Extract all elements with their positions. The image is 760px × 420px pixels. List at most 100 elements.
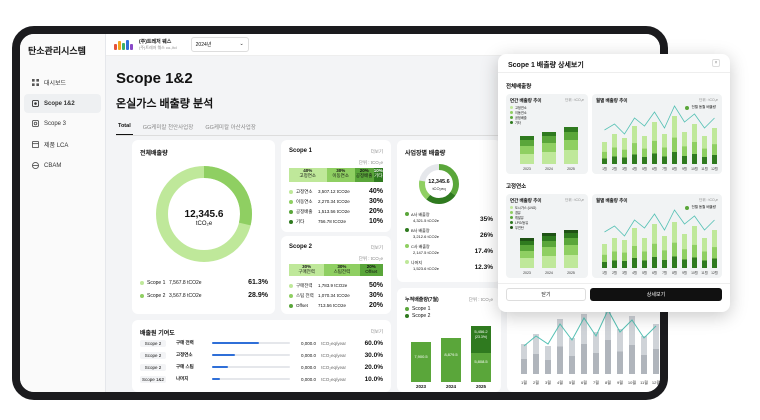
- sidebar-item-lca[interactable]: 제품 LCA: [24, 134, 101, 155]
- sidebar-item-scope12[interactable]: Scope 1&2: [24, 94, 101, 113]
- cum-s1-label: 7,900.5: [414, 354, 428, 360]
- cum-s2-label: 5,456.2: [474, 328, 488, 334]
- monthly-label: 6월: [652, 166, 657, 171]
- scope2-card: Scope 2 더보기 단위 : tCO₂e 30% 구매전력 30% 스팀전력 2…: [281, 236, 391, 314]
- item-value: 713.56 tCO2e: [318, 303, 347, 308]
- sidebar-item-dashboard[interactable]: 대시보드: [24, 72, 101, 93]
- site-dot: [405, 244, 409, 248]
- annual-bar-seg: [564, 238, 578, 245]
- bg-bar-lower: [617, 351, 623, 374]
- site-value: 2,147.5 tCO2e: [413, 250, 440, 255]
- detail-button[interactable]: 상세보기: [590, 288, 722, 301]
- close-button[interactable]: 닫기: [506, 288, 586, 301]
- legend-dot: [510, 206, 513, 209]
- globe-icon: [32, 162, 39, 169]
- unit-label: 단위 : tCO₂e: [468, 297, 493, 302]
- box-icon: [32, 141, 39, 148]
- page-title: Scope 1&2: [116, 70, 193, 87]
- more-link[interactable]: 더보기: [370, 329, 383, 334]
- item-dot: [289, 303, 293, 308]
- source-value: 0,000.0: [300, 376, 316, 382]
- monthly-bar-mid: [662, 250, 667, 268]
- bg-bar-lower: [557, 346, 563, 374]
- more-link[interactable]: 더보기: [370, 245, 383, 250]
- legend-dot: [510, 216, 513, 219]
- bg-month-label: 5월: [569, 379, 575, 385]
- bg-bar-lower: [521, 359, 527, 374]
- site-item: A사 배출량 4,321.5 tCO2e 35%: [405, 212, 493, 223]
- monthly-bar-low: [712, 155, 717, 164]
- total-donut-chart: [156, 166, 252, 262]
- source-row: Scope 2 구매 스팀 0,000.0 tCO₂eq/year 20.0%: [140, 362, 383, 372]
- bg-bar-lower: [653, 349, 659, 374]
- item-dot: [289, 209, 293, 214]
- legend-dot: [510, 106, 513, 109]
- bg-monthly-card: 1월 2월 3월 4월 5월 6월 7월 8월 9월 10월 11월 12월: [507, 296, 660, 392]
- item-pct: 20%: [368, 208, 383, 215]
- panel-unit: 단위 : tCO₂e: [699, 98, 718, 102]
- scope1-dot: [140, 280, 144, 285]
- monthly-label: 9월: [682, 166, 687, 171]
- scope2-dot: [140, 293, 144, 298]
- monthly-bar-low: [642, 260, 647, 268]
- monthly-bar-mid: [672, 242, 677, 268]
- year-select[interactable]: 2024년 ⌄: [190, 37, 249, 52]
- annual-bar-seg: [520, 136, 534, 140]
- annual-bar-seg: [542, 247, 556, 256]
- annual-bar-seg: [520, 154, 534, 164]
- annual-bar-seg: [564, 230, 578, 233]
- bg-month-label: 4월: [557, 379, 563, 385]
- monthly-line: [604, 209, 715, 237]
- cumulative-card: 누적배출량(7월) 단위 : tCO₂e Scope 1 Scope 2 7,9…: [397, 288, 501, 392]
- legend-item: 도시가스 (LNG): [510, 205, 536, 210]
- tab-cheonan[interactable]: GG케미칼 천안사업장: [142, 125, 194, 131]
- cum-s2-extra: (23.3%): [474, 334, 488, 339]
- source-bar-track: [212, 377, 290, 381]
- source-value: 0,000.0: [300, 340, 316, 346]
- panel-title: 월별 배출량 추이: [596, 98, 628, 103]
- panel-legend: 전월 동월 배출량: [684, 105, 716, 110]
- item-pct: 50%: [368, 282, 383, 289]
- scope1-stack-bar: 40% 고정연소 30% 이동연소 20% 공정배출 10% 기타: [289, 168, 383, 182]
- source-scope: Scope 2: [140, 351, 166, 359]
- monthly-label: 8월: [672, 166, 677, 171]
- monthly-panel-1: 월별 배출량 추이 단위 : tCO₂e 전월 동월 배출량 1월 2월 3월 4월 5…: [592, 94, 722, 174]
- monthly-bar-mid: [712, 144, 717, 164]
- monthly-label: 5월: [642, 166, 647, 171]
- tab-total[interactable]: Total: [116, 119, 133, 135]
- item-value: 1,783.9 tCO2e: [318, 283, 348, 288]
- site-value: 4,321.5 tCO2e: [413, 218, 440, 223]
- monthly-label: 1월: [602, 270, 607, 275]
- monthly-bar-mid: [622, 252, 627, 268]
- total-center-unit: tCO₂e: [195, 221, 213, 227]
- annual-bar-seg: [542, 132, 556, 136]
- topbar: (주)트레저 웨스 (주)트레저 웨스 co.,ltd 2024년 ⌄: [106, 34, 660, 56]
- cum-year: 2024: [445, 384, 456, 389]
- legend-s1: Scope 1: [405, 306, 430, 312]
- monthly-label: 4월: [632, 270, 637, 275]
- company-logo: [114, 39, 133, 50]
- panel-unit: 단위 : tCO₂e: [565, 98, 584, 102]
- close-icon[interactable]: ×: [712, 59, 720, 67]
- scope1-card: Scope 1 더보기 단위 : tCO₂e 40% 고정연소 30% 이동연소 2…: [281, 140, 391, 232]
- monthly-bar-low: [662, 260, 667, 268]
- tab-asan[interactable]: GG케미칼 아산사업장: [205, 125, 256, 131]
- cum-bar-s1: [411, 342, 431, 382]
- bg-bar-lower: [593, 353, 599, 374]
- bg-bar-lower: [641, 355, 647, 374]
- bar-seg: 20% Offset: [359, 264, 383, 276]
- monthly-label: 2월: [612, 270, 617, 275]
- annual-bar-seg: [542, 241, 556, 247]
- scope2-label: Scope 2: [147, 292, 166, 299]
- total-emissions-card: 전체배출량 12,345.6 tCO₂e Scope 1 7,567.8 tCO…: [132, 140, 275, 314]
- annual-bar-seg: [542, 256, 556, 268]
- sidebar-item-scope3[interactable]: Scope 3: [24, 114, 101, 133]
- item-label: 고정연소: [296, 188, 313, 194]
- list-item: 구매전력 1,783.9 tCO2e 50%: [289, 282, 383, 289]
- bg-bar-lower: [533, 354, 539, 374]
- more-link[interactable]: 더보기: [370, 149, 383, 154]
- sidebar-item-cbam[interactable]: CBAM: [24, 156, 101, 175]
- item-pct: 30%: [368, 198, 383, 205]
- monthly-bar-mid: [602, 151, 607, 164]
- legend-label: 고정연소: [515, 106, 527, 110]
